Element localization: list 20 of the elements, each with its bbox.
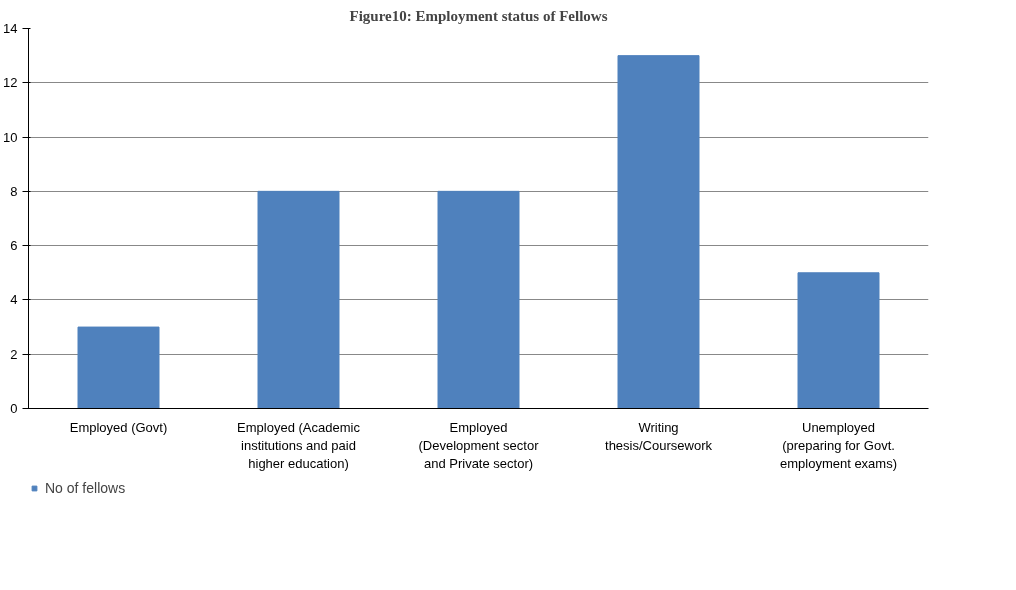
y-tick-label: 6 [10, 238, 18, 254]
x-tick-label: Unemployed (preparing for Govt. employment exams) [779, 419, 898, 471]
legend-label: No of fellows [45, 480, 126, 496]
chart-title: Figure10: Employment status of Fellows [349, 7, 608, 24]
bar [437, 190, 520, 409]
bar [797, 272, 880, 409]
x-tick-label: Writing thesis/Coursework [605, 419, 713, 453]
x-tick-label: Employed (Academic institutions and paid higher education) [237, 419, 361, 471]
y-tick-label: 14 [3, 21, 18, 36]
y-tick-label: 4 [10, 292, 18, 308]
y-tick-label: 2 [10, 346, 18, 362]
x-tick-label: Employed (Development sector and Private sector) [418, 419, 540, 471]
y-tick-label: 10 [3, 129, 18, 145]
bar [257, 190, 340, 409]
bar [617, 55, 700, 409]
y-tick-label: 8 [10, 183, 18, 199]
bar [77, 326, 160, 409]
y-tick-label: 12 [3, 75, 18, 91]
y-tick-label: 0 [10, 401, 18, 416]
x-tick-label: Employed (Govt) [69, 419, 168, 435]
